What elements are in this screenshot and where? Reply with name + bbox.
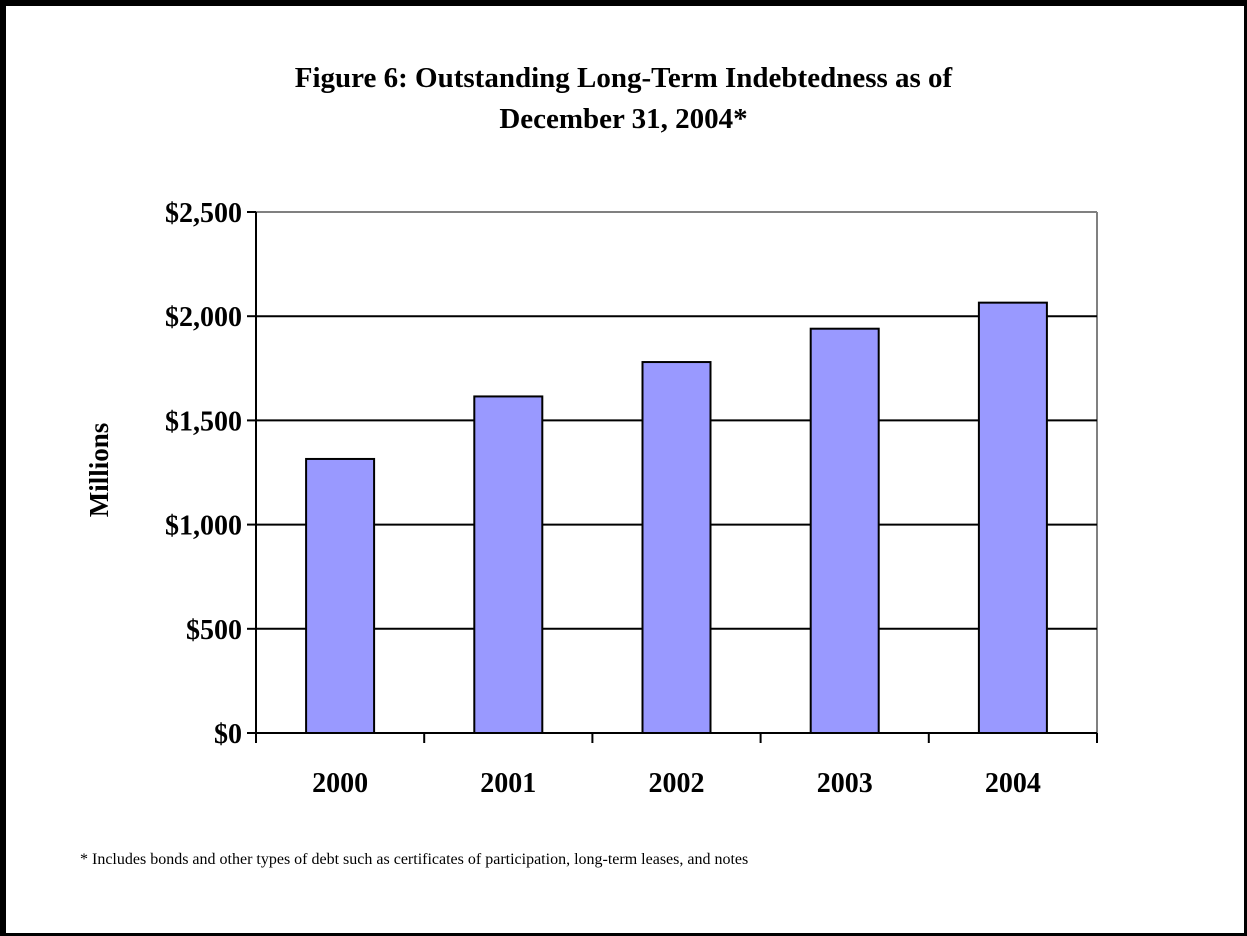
y-tick-label: $2,500 [165,198,242,229]
plot-area [256,211,1098,733]
chart-title-line-2: December 31, 2004* [499,103,748,135]
chart-title-line-1: Figure 6: Outstanding Long-Term Indebted… [294,62,953,94]
bar-2003 [809,327,880,734]
bar-2001 [473,395,544,734]
x-tick-label: 2000 [312,768,368,799]
bars [305,301,1048,734]
bar-2000 [305,457,376,734]
chart-title: Figure 6: Outstanding Long-Term Indebted… [0,58,1247,140]
x-tick-labels: 2000 2001 2002 2003 2004 [312,768,1041,799]
y-axis-label: Millions [84,423,114,518]
y-tick-labels: $0 $500 $1,000 $1,500 $2,000 $2,500 [165,198,242,750]
x-tick-label: 2002 [649,768,705,799]
x-tick-label: 2003 [817,768,873,799]
y-tick-label: $2,000 [165,302,242,333]
y-tick-label: $1,000 [165,511,242,542]
footnote: * Includes bonds and other types of debt… [80,851,749,868]
bar-2002 [641,361,712,734]
axes [247,211,1098,743]
y-tick-label: $0 [214,719,242,750]
x-tick-label: 2004 [985,768,1041,799]
bar-2004 [977,301,1048,734]
y-tick-label: $1,500 [165,406,242,437]
x-tick-label: 2001 [480,768,536,799]
y-tick-label: $500 [186,615,242,646]
